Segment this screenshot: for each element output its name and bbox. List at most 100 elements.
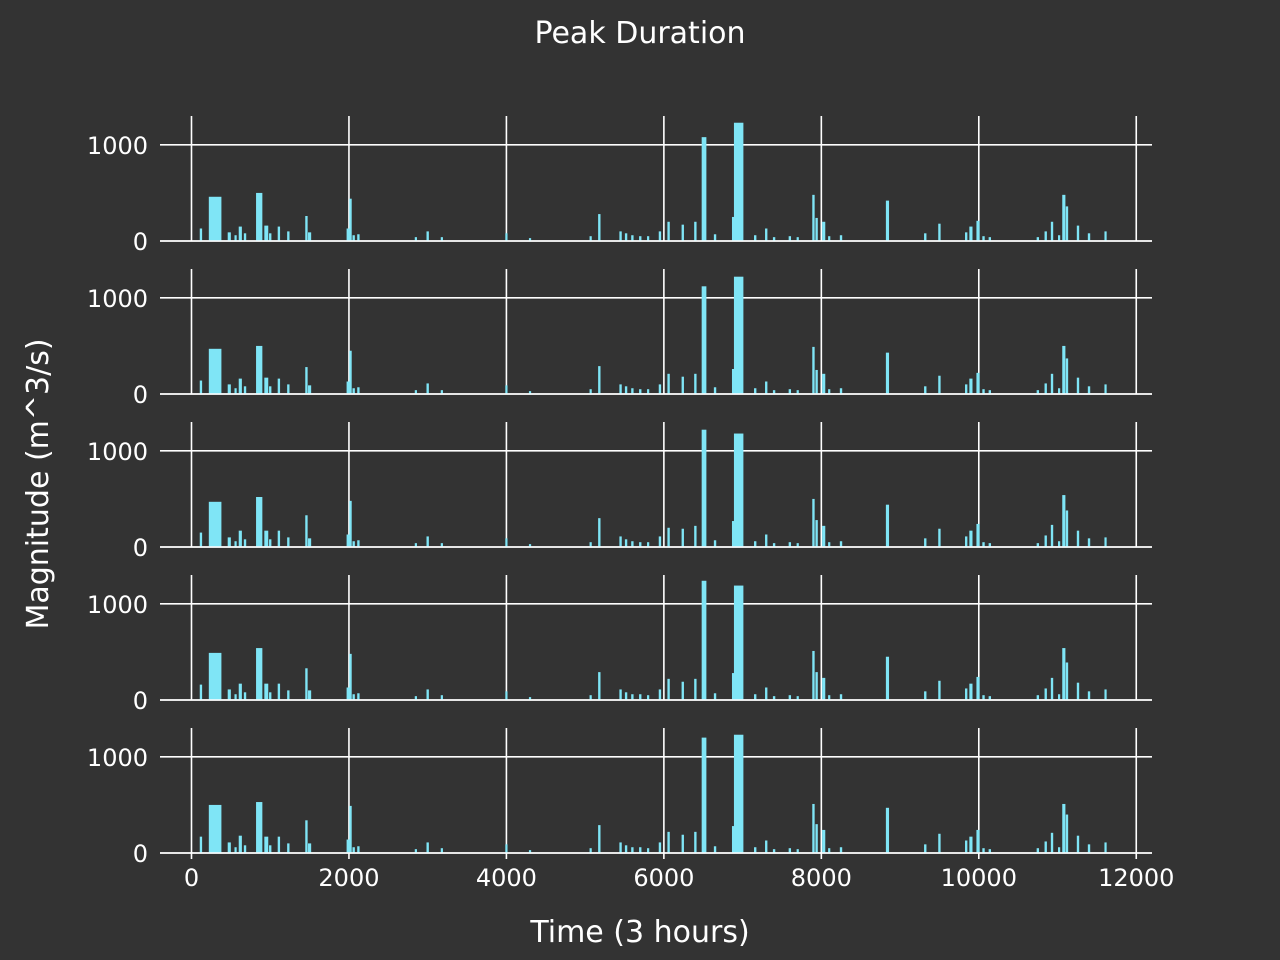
bar bbox=[277, 683, 281, 700]
bar bbox=[1036, 237, 1040, 241]
bar bbox=[414, 696, 417, 700]
bar bbox=[1057, 694, 1061, 700]
bar bbox=[667, 527, 670, 547]
bar bbox=[796, 543, 799, 547]
bar bbox=[976, 220, 980, 241]
bar bbox=[924, 386, 927, 394]
bar bbox=[619, 384, 622, 394]
bar bbox=[308, 690, 312, 700]
bar bbox=[647, 848, 650, 853]
bar bbox=[815, 672, 818, 700]
bar bbox=[349, 653, 352, 700]
bar bbox=[1057, 388, 1061, 394]
bar bbox=[647, 542, 650, 547]
bar bbox=[822, 525, 826, 547]
subplot-1: 0 1000 bbox=[87, 116, 1152, 256]
bar bbox=[938, 223, 941, 241]
bar bbox=[965, 840, 968, 853]
bar bbox=[828, 236, 831, 241]
bar bbox=[1104, 231, 1107, 241]
bar bbox=[1044, 383, 1047, 394]
bar bbox=[1062, 345, 1066, 394]
bar bbox=[234, 235, 237, 241]
bar bbox=[352, 541, 355, 547]
bar bbox=[788, 542, 792, 547]
bar bbox=[243, 692, 247, 700]
bar bbox=[701, 286, 707, 394]
bar bbox=[694, 831, 697, 853]
bar bbox=[639, 542, 642, 547]
bar bbox=[528, 238, 532, 241]
bar bbox=[765, 228, 768, 241]
y-tick-label: 0 bbox=[133, 228, 148, 256]
bar bbox=[199, 836, 203, 853]
bar bbox=[589, 389, 592, 394]
bar bbox=[589, 236, 592, 241]
chart-title: Peak Duration bbox=[534, 16, 745, 51]
bar bbox=[681, 224, 684, 241]
bar bbox=[1087, 386, 1091, 394]
bar bbox=[772, 237, 776, 241]
bar bbox=[1104, 537, 1107, 547]
bar bbox=[754, 694, 757, 700]
bar bbox=[234, 388, 237, 394]
bar bbox=[264, 836, 269, 853]
bar bbox=[1104, 384, 1107, 394]
bar bbox=[349, 805, 352, 853]
bar bbox=[1076, 225, 1080, 241]
bar bbox=[631, 541, 634, 547]
bar bbox=[264, 377, 269, 394]
bar bbox=[924, 844, 927, 853]
bar bbox=[199, 532, 203, 547]
bar bbox=[658, 384, 662, 394]
bar bbox=[346, 839, 350, 853]
bar bbox=[287, 690, 290, 700]
bar bbox=[788, 695, 792, 700]
bar bbox=[264, 530, 269, 547]
bar bbox=[965, 232, 968, 241]
bar bbox=[269, 233, 272, 241]
bar bbox=[440, 543, 443, 547]
bar bbox=[733, 276, 744, 394]
bar bbox=[349, 500, 352, 547]
bar bbox=[681, 834, 684, 853]
bar bbox=[505, 385, 508, 394]
bar bbox=[349, 350, 352, 394]
bar bbox=[631, 847, 634, 853]
bar bbox=[731, 369, 735, 394]
bar bbox=[969, 378, 973, 394]
bar bbox=[1062, 194, 1066, 241]
bar bbox=[1104, 842, 1107, 853]
bar bbox=[681, 681, 684, 700]
bar bbox=[440, 848, 443, 853]
bar bbox=[598, 825, 601, 853]
bar bbox=[667, 373, 670, 394]
bar bbox=[349, 198, 352, 241]
bar bbox=[772, 696, 776, 700]
bar bbox=[1065, 206, 1069, 241]
subplot-2: 0 1000 bbox=[87, 269, 1152, 409]
bar bbox=[822, 829, 826, 853]
bar bbox=[305, 367, 308, 394]
bar bbox=[1065, 510, 1069, 547]
bar bbox=[346, 534, 350, 547]
bar bbox=[227, 384, 231, 394]
bar bbox=[822, 221, 826, 241]
bar bbox=[976, 829, 980, 853]
bar bbox=[885, 200, 890, 241]
bar bbox=[754, 847, 757, 853]
y-tick-label: 1000 bbox=[87, 744, 148, 772]
bar bbox=[440, 390, 443, 394]
bar bbox=[1050, 677, 1054, 700]
bar bbox=[505, 538, 508, 547]
x-tick-label: 6000 bbox=[633, 864, 694, 892]
bar bbox=[234, 694, 237, 700]
bar bbox=[772, 390, 776, 394]
bar bbox=[733, 585, 744, 700]
bar bbox=[765, 840, 768, 853]
bar bbox=[352, 388, 355, 394]
bar bbox=[208, 804, 222, 853]
bar bbox=[788, 848, 792, 853]
bar bbox=[269, 386, 272, 394]
bar bbox=[256, 497, 263, 547]
